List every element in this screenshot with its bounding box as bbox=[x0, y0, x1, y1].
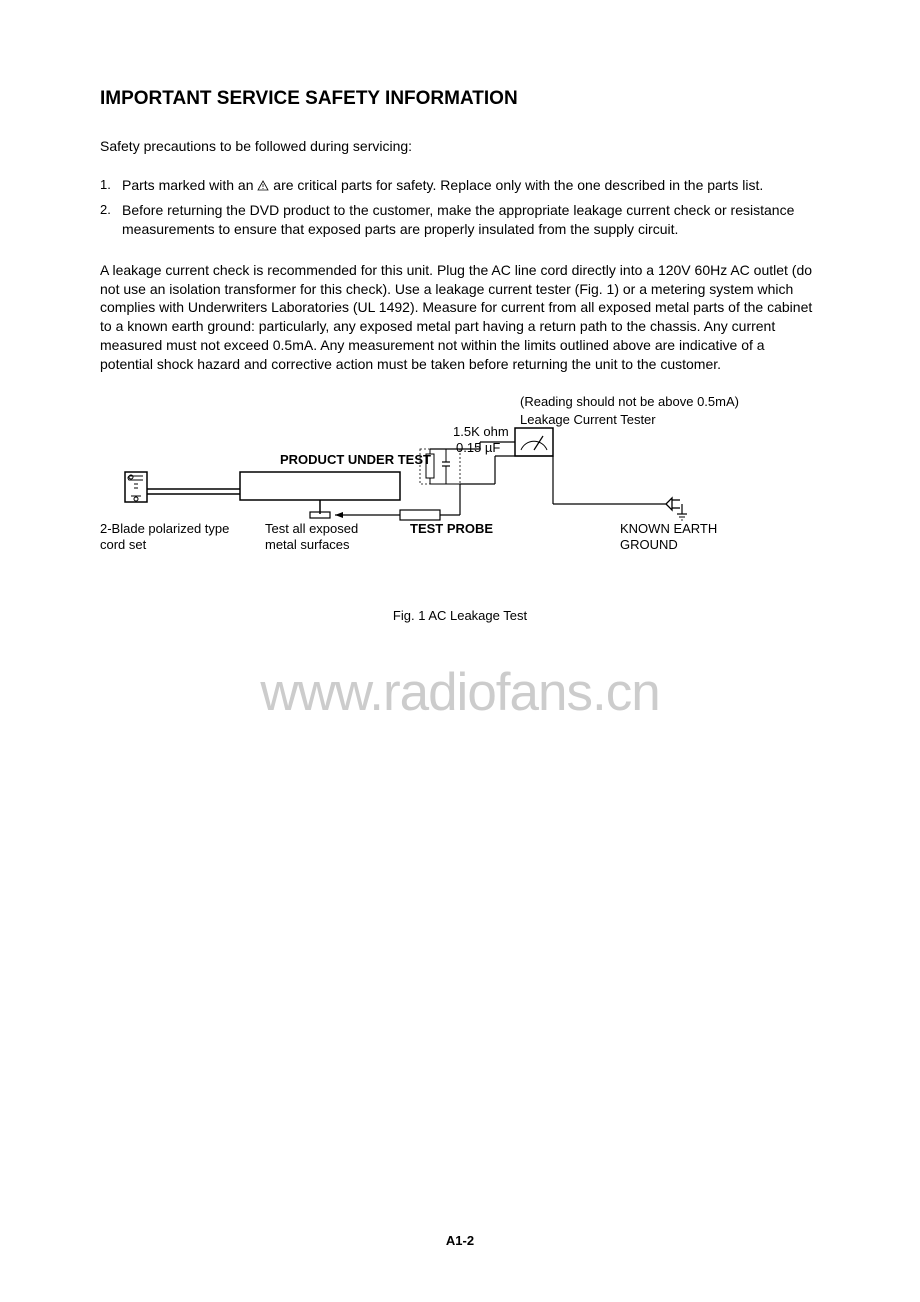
figure-caption: Fig. 1 AC Leakage Test bbox=[100, 608, 820, 623]
diagram-schematic bbox=[100, 394, 820, 564]
item-text: Before returning the DVD product to the … bbox=[122, 202, 794, 237]
item-number: 2. bbox=[100, 201, 111, 219]
warning-triangle-icon bbox=[257, 180, 269, 191]
page-title: IMPORTANT SERVICE SAFETY INFORMATION bbox=[100, 88, 820, 110]
leakage-test-diagram: (Reading should not be above 0.5mA) Leak… bbox=[100, 394, 820, 594]
list-item: 1. Parts marked with an are critical par… bbox=[100, 176, 820, 195]
ground-plug-icon bbox=[660, 498, 687, 520]
watermark-text: www.radiofans.cn bbox=[0, 662, 920, 723]
precautions-list: 1. Parts marked with an are critical par… bbox=[100, 176, 820, 239]
item-text-before: Parts marked with an bbox=[122, 177, 257, 193]
probe-icon bbox=[400, 510, 440, 520]
item-number: 1. bbox=[100, 176, 111, 194]
item-text-after: are critical parts for safety. Replace o… bbox=[269, 177, 763, 193]
ac-plug-icon bbox=[125, 472, 147, 502]
page-number: A1-2 bbox=[0, 1233, 920, 1248]
meter-icon bbox=[515, 428, 553, 456]
list-item: 2. Before returning the DVD product to t… bbox=[100, 201, 820, 239]
product-box-icon bbox=[240, 472, 400, 500]
intro-text: Safety precautions to be followed during… bbox=[100, 138, 820, 154]
leakage-check-paragraph: A leakage current check is recommended f… bbox=[100, 261, 820, 374]
